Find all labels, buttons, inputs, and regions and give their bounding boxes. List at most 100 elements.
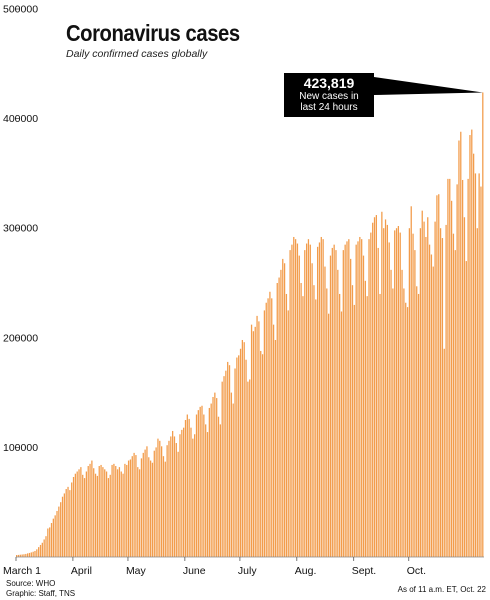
bar (256, 315, 258, 557)
bar (126, 464, 128, 557)
y-tick-label: 400000 (3, 113, 38, 125)
bar (272, 324, 275, 557)
bar (441, 238, 444, 557)
bar (140, 458, 143, 557)
bar (258, 321, 260, 557)
bar (151, 462, 154, 557)
bar (267, 298, 269, 557)
bar (94, 473, 97, 557)
bar (476, 228, 478, 557)
bar (91, 460, 93, 557)
bar (342, 250, 344, 557)
bar (423, 221, 425, 557)
bar (190, 427, 192, 557)
bar (39, 544, 42, 557)
bar (206, 432, 209, 557)
bar (172, 430, 174, 557)
bar (313, 285, 315, 557)
bar (328, 313, 330, 557)
bar (203, 414, 205, 557)
bar (120, 471, 122, 557)
bar (199, 406, 201, 557)
bar (149, 460, 152, 557)
bar (221, 381, 223, 557)
bar (177, 451, 179, 557)
bar (344, 244, 346, 557)
bar (239, 348, 242, 557)
bar (401, 269, 403, 557)
bar (480, 186, 482, 558)
bar (471, 129, 473, 557)
bar (148, 457, 150, 557)
bar (194, 434, 196, 557)
bar (166, 445, 168, 557)
bar (16, 555, 18, 557)
footer-source: Source: WHO (6, 579, 56, 588)
bar (32, 551, 34, 557)
bar (23, 554, 25, 557)
x-tick-label: June (183, 565, 206, 577)
bar (296, 243, 299, 558)
bar (98, 466, 100, 557)
bar (298, 255, 300, 557)
chart-subtitle: Daily confirmed cases globally (66, 48, 208, 60)
bar (247, 381, 249, 557)
bar (252, 331, 255, 557)
bar (443, 348, 445, 557)
bar (366, 296, 368, 557)
bar (309, 244, 311, 557)
bar (137, 467, 139, 557)
y-tick-label: 500000 (3, 4, 38, 16)
bar (408, 228, 411, 557)
bar (439, 228, 442, 557)
bar (254, 326, 256, 557)
bar (359, 236, 361, 557)
bar (118, 467, 121, 557)
bar (417, 293, 420, 557)
bar (61, 496, 64, 557)
bar (52, 518, 54, 557)
bar (78, 469, 80, 557)
bar (375, 215, 377, 558)
bar (399, 232, 401, 557)
bar (419, 228, 422, 557)
x-tick-label: Oct. (407, 565, 426, 577)
bar (115, 466, 117, 557)
bar (432, 266, 434, 557)
bar (346, 241, 348, 557)
bar (263, 310, 266, 557)
bar (197, 410, 199, 557)
x-tick-label: May (126, 565, 147, 577)
bar (74, 473, 77, 557)
bar (289, 250, 291, 557)
bar (131, 456, 133, 557)
bar (260, 350, 262, 557)
bar (83, 478, 86, 557)
bar (93, 468, 95, 557)
bar (283, 263, 286, 557)
bar (294, 239, 297, 557)
bar (278, 277, 280, 557)
bar (19, 554, 21, 557)
bar (377, 247, 379, 557)
bar (300, 283, 302, 557)
bar (452, 233, 455, 557)
bar (412, 233, 414, 557)
bar (379, 293, 381, 557)
bar (445, 224, 447, 557)
bar (89, 463, 91, 557)
bar (265, 302, 267, 557)
bar (474, 173, 477, 557)
bar (335, 250, 337, 557)
bar (416, 286, 418, 557)
bar (76, 471, 78, 557)
bar (463, 217, 466, 558)
bar (234, 368, 236, 557)
bar (322, 239, 324, 557)
bar (63, 493, 65, 557)
bar (41, 542, 43, 557)
bar (350, 258, 352, 557)
bar (372, 222, 374, 557)
bar (467, 178, 469, 557)
bar (38, 547, 40, 557)
